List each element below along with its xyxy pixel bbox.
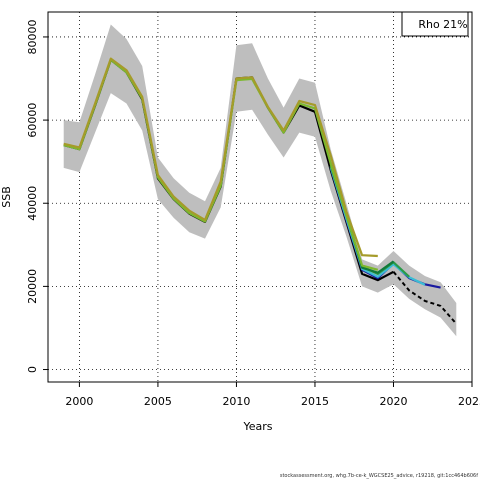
- series-line-6: [63, 58, 379, 271]
- y-axis: 0 20000 40000 60000 80000: [26, 19, 48, 373]
- y-tick-label: 60000: [26, 103, 39, 138]
- x-tick-label: 2020: [379, 395, 407, 408]
- legend-text: Rho 21%: [418, 18, 467, 31]
- y-tick-label: 40000: [26, 186, 39, 221]
- x-axis: 2000 2005 2010 2015 2020 2025: [65, 382, 480, 408]
- legend-box: [401, 11, 469, 37]
- series-lines: [63, 57, 458, 325]
- legend: Rho 21%: [401, 11, 469, 37]
- series-line-0: [392, 271, 458, 325]
- x-tick-label: 2005: [144, 395, 172, 408]
- y-tick-label: 80000: [26, 19, 39, 54]
- y-tick-label: 0: [26, 366, 39, 373]
- x-tick-label: 2010: [222, 395, 250, 408]
- x-tick-label: 2015: [301, 395, 329, 408]
- x-tick-label: 2000: [65, 395, 93, 408]
- x-axis-title: Years: [242, 420, 272, 433]
- series-line-7: [63, 57, 378, 258]
- y-tick-label: 20000: [26, 269, 39, 304]
- confidence-band: [63, 24, 457, 337]
- y-axis-title: SSB: [0, 186, 13, 208]
- x-tick-label: 2025: [458, 395, 480, 408]
- plot-frame: [47, 11, 473, 383]
- footer-text: stockassessment.org, whg.7b-ce-k_WGCSE25…: [280, 473, 478, 479]
